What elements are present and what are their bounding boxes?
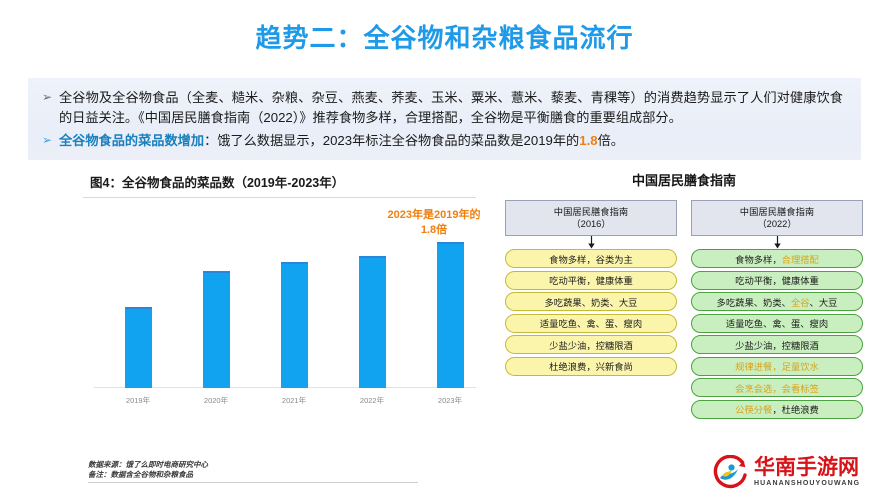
guide-item-text: 多吃蔬果、奶类、 bbox=[716, 297, 791, 308]
swimmer-logo-icon bbox=[712, 454, 748, 491]
guide-item-text: 适量吃鱼、禽、蛋、瘦肉 bbox=[539, 319, 643, 329]
guide-header-line2: （2016） bbox=[571, 219, 611, 229]
guide-item-text: 食物多样，谷类为主 bbox=[549, 254, 633, 265]
chart-panel: 图4：全谷物食品的菜品数（2019年-2023年） 2023年是2019年的1.… bbox=[83, 172, 486, 434]
guide-item: 会烹会选，会看标签 bbox=[691, 378, 863, 397]
watermark-text: 华南手游网 HUANANSHOUYOUWANG bbox=[754, 457, 860, 489]
note-line: 备注：数据含全谷物和杂粮食品 bbox=[88, 470, 193, 479]
guide-item: 食物多样，谷类为主 bbox=[505, 249, 677, 268]
guide-item: 公筷分餐 ，杜绝浪费 bbox=[691, 399, 863, 419]
guide-columns: 中国居民膳食指南 （2016） 食物多样，谷类为主 吃动平衡，健康体重 多吃蔬果、奶类、… bbox=[498, 200, 870, 421]
guide-header-line1: 中国居民膳食指南 bbox=[553, 207, 629, 217]
x-axis-tick-label: 2020年 bbox=[203, 396, 229, 405]
x-axis-tick-label: 2022年 bbox=[359, 396, 385, 405]
guide-item: 多吃蔬果、奶类、 全谷 、大豆 bbox=[691, 292, 863, 311]
x-axis-tick-label: 2019年 bbox=[125, 396, 151, 405]
guide-item: 适量吃鱼、禽、蛋、瘦肉 bbox=[505, 313, 677, 333]
watermark-en: HUANANSHOUYOUWANG bbox=[754, 480, 861, 487]
guide-column-1: 中国居民膳食指南 （2016） 食物多样，谷类为主 吃动平衡，健康体重 多吃蔬果、奶类、… bbox=[505, 200, 677, 421]
chart-source-note: 数据来源：饿了么即时电商研究中心 备注：数据含全谷物和杂粮食品 bbox=[88, 460, 418, 483]
guide-item-text: 会烹会选，会看标签 bbox=[735, 383, 819, 394]
guide-column-2: 中国居民膳食指南 （2022） 食物多样， 合理搭配吃动平衡，健康体重多吃蔬果、奶类、… bbox=[691, 200, 863, 421]
text-segment: 全谷物食品的菜品数增加 bbox=[59, 133, 205, 148]
intro-bullet-text: 全谷物及全谷物食品（全麦、糙米、杂粮、杂豆、燕麦、荞麦、玉米、粟米、薏米、藜麦、… bbox=[59, 88, 843, 128]
guide-item-text: 、大豆 bbox=[809, 297, 838, 308]
guide-item-text: 规律进餐，足量饮水 bbox=[735, 362, 819, 372]
chart-annotation: 2023年是2019年的1.8倍 bbox=[387, 209, 481, 236]
guide-item-text: 全谷 bbox=[790, 297, 810, 308]
bar-column bbox=[256, 262, 332, 388]
down-arrow-icon bbox=[691, 236, 863, 249]
guide-item: 吃动平衡，健康体重 bbox=[505, 270, 677, 290]
guide-item-text: 食物多样， bbox=[735, 254, 782, 265]
bullet-marker-icon: ➢ bbox=[42, 133, 53, 147]
guide-item: 吃动平衡，健康体重 bbox=[691, 270, 863, 290]
guide-item-text: 杜绝浪费，兴新食尚 bbox=[549, 362, 633, 372]
guide-header-line1: 中国居民膳食指南 bbox=[739, 207, 815, 217]
bar-column bbox=[178, 271, 254, 388]
watermark-cn: 华南手游网 bbox=[754, 456, 859, 479]
text-segment: 1.8 bbox=[579, 133, 598, 148]
text-segment: 全谷物及全谷物食品（全麦、糙米、杂粮、杂豆、燕麦、荞麦、玉米、粟米、薏米、藜麦、… bbox=[59, 90, 843, 125]
guide-item-text: 多吃蔬果、奶类、大豆 bbox=[544, 297, 638, 308]
bar-column bbox=[100, 307, 176, 388]
bar-2022年 bbox=[358, 256, 386, 388]
intro-bullet-1: ➢ 全谷物及全谷物食品（全麦、糙米、杂粮、杂豆、燕麦、荞麦、玉米、粟米、薏米、藜麦… bbox=[42, 88, 843, 128]
guide-item-text: 公筷分餐 bbox=[735, 405, 773, 415]
guide-item: 适量吃鱼、禽、蛋、瘦肉 bbox=[691, 313, 863, 333]
x-axis-tick-label: 2021年 bbox=[281, 396, 307, 405]
guide-item: 规律进餐，足量饮水 bbox=[691, 356, 863, 376]
guide-item-text: 少盐少油，控糖限酒 bbox=[549, 340, 633, 351]
bar-column bbox=[334, 256, 410, 388]
bar-2023年 bbox=[436, 242, 464, 388]
intro-bullet-2: ➢ 全谷物食品的菜品数增加：饿了么数据显示，2023年标注全谷物食品的菜品数是20… bbox=[42, 131, 843, 151]
guide-item-text: 合理搭配 bbox=[781, 254, 819, 265]
guide-header-line2: （2022） bbox=[757, 219, 797, 229]
guide-item: 少盐少油，控糖限酒 bbox=[505, 335, 677, 354]
guide-item: 杜绝浪费，兴新食尚 bbox=[505, 356, 677, 376]
dietary-guideline-diagram: 中国居民膳食指南 中国居民膳食指南 （2016） 食物多样，谷类为主 吃动平衡，健康体… bbox=[498, 170, 870, 462]
guide-item-text: 吃动平衡，健康体重 bbox=[549, 276, 633, 286]
text-segment: ：饿了么数据显示，2023年标注全谷物食品的菜品数是2019年的 bbox=[204, 133, 580, 148]
chart-title-divider bbox=[83, 197, 476, 198]
page-title: 趋势二：全谷物和杂粮食品流行 bbox=[255, 23, 634, 53]
guide-item-text: 适量吃鱼、禽、蛋、瘦肉 bbox=[725, 319, 829, 329]
bar-2021年 bbox=[280, 262, 308, 388]
guide-column-header: 中国居民膳食指南 （2022） bbox=[691, 200, 863, 236]
guide-item-text: ，杜绝浪费 bbox=[772, 405, 819, 415]
intro-panel: ➢ 全谷物及全谷物食品（全麦、糙米、杂粮、杂豆、燕麦、荞麦、玉米、粟米、薏米、藜麦… bbox=[28, 78, 861, 160]
guide-item: 多吃蔬果、奶类、大豆 bbox=[505, 292, 677, 311]
text-segment: 倍。 bbox=[597, 133, 624, 148]
intro-bullet-text: 全谷物食品的菜品数增加：饿了么数据显示，2023年标注全谷物食品的菜品数是201… bbox=[59, 131, 843, 151]
bullet-marker-icon: ➢ bbox=[42, 90, 53, 104]
guide-item-text: 少盐少油，控糖限酒 bbox=[735, 340, 819, 351]
bar-chart-plot: 2023年是2019年的1.8倍 2019年 2020年 2021年 2022年 202… bbox=[86, 202, 486, 414]
guide-item-text: 吃动平衡，健康体重 bbox=[735, 276, 819, 286]
bar-2020年 bbox=[202, 271, 230, 388]
guide-item: 少盐少油，控糖限酒 bbox=[691, 335, 863, 354]
bar-2019年 bbox=[124, 307, 152, 388]
bar-column bbox=[412, 242, 488, 388]
chart-title: 图4：全谷物食品的菜品数（2019年-2023年） bbox=[90, 176, 345, 190]
guide-column-header: 中国居民膳食指南 （2016） bbox=[505, 200, 677, 236]
note-line: 数据来源：饿了么即时电商研究中心 bbox=[88, 460, 208, 469]
watermark: 华南手游网 HUANANSHOUYOUWANG bbox=[712, 452, 880, 494]
x-axis-tick-label: 2023年 bbox=[437, 396, 463, 405]
guide-item: 食物多样， 合理搭配 bbox=[691, 249, 863, 268]
down-arrow-icon bbox=[505, 236, 677, 249]
guide-title: 中国居民膳食指南 bbox=[631, 173, 736, 188]
